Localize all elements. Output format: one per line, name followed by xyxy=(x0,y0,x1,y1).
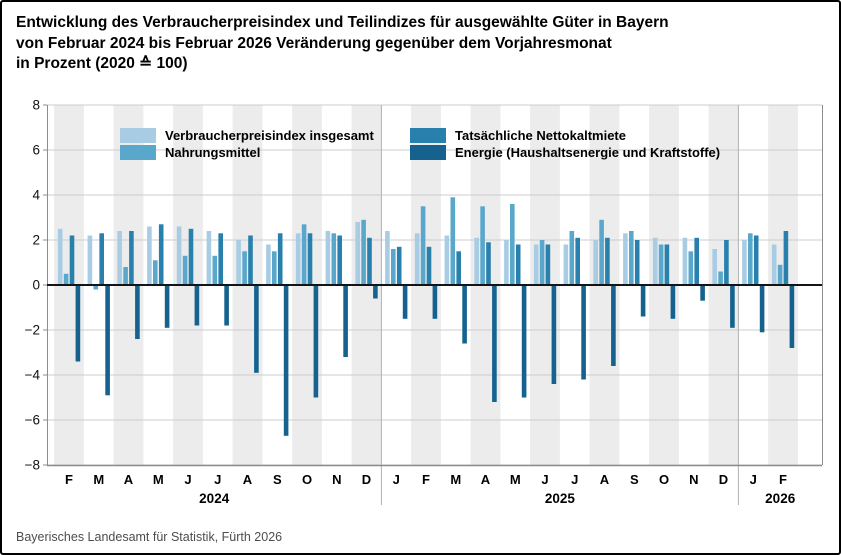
svg-text:J: J xyxy=(571,472,578,487)
svg-text:J: J xyxy=(750,472,757,487)
svg-text:M: M xyxy=(510,472,521,487)
svg-text:8: 8 xyxy=(32,98,40,113)
svg-text:D: D xyxy=(362,472,371,487)
footer-source: Bayerisches Landesamt für Statistik, Für… xyxy=(16,530,283,544)
svg-text:−6: −6 xyxy=(25,413,40,428)
svg-text:4: 4 xyxy=(32,188,40,203)
svg-text:M: M xyxy=(450,472,461,487)
legend-swatch-vpi xyxy=(120,128,156,143)
chart-title: Entwicklung des Verbraucherpreisindex un… xyxy=(16,13,669,75)
svg-text:2026: 2026 xyxy=(765,491,796,506)
legend-item-energie: Energie (Haushaltsenergie und Kraftstoff… xyxy=(410,145,720,160)
svg-text:2: 2 xyxy=(32,233,40,248)
svg-text:J: J xyxy=(541,472,548,487)
svg-text:M: M xyxy=(93,472,104,487)
svg-text:J: J xyxy=(214,472,221,487)
svg-text:A: A xyxy=(600,472,610,487)
chart-title-line-3: in Prozent (2020 ≙ 100) xyxy=(16,55,188,72)
legend-swatch-nettokaltmiete xyxy=(410,128,446,143)
svg-text:F: F xyxy=(65,472,73,487)
svg-text:O: O xyxy=(302,472,312,487)
svg-text:2025: 2025 xyxy=(545,491,576,506)
svg-text:S: S xyxy=(630,472,639,487)
svg-text:−2: −2 xyxy=(25,323,40,338)
svg-text:F: F xyxy=(779,472,787,487)
svg-text:S: S xyxy=(273,472,282,487)
svg-text:A: A xyxy=(124,472,134,487)
svg-text:−8: −8 xyxy=(25,458,40,473)
svg-text:F: F xyxy=(422,472,430,487)
legend-item-vpi: Verbraucherpreisindex insgesamt xyxy=(120,128,374,143)
svg-text:N: N xyxy=(332,472,341,487)
legend-item-nahrungsmittel: Nahrungsmittel xyxy=(120,145,260,160)
svg-text:6: 6 xyxy=(32,143,40,158)
chart-title-line-2: von Februar 2024 bis Februar 2026 Veränd… xyxy=(16,34,612,52)
svg-text:N: N xyxy=(689,472,698,487)
svg-text:J: J xyxy=(393,472,400,487)
legend-label-nahrungsmittel: Nahrungsmittel xyxy=(165,145,261,160)
svg-text:A: A xyxy=(481,472,491,487)
legend-swatch-nahrungsmittel xyxy=(120,145,156,160)
chart-title-line-1: Entwicklung des Verbraucherpreisindex un… xyxy=(16,14,669,31)
svg-text:A: A xyxy=(243,472,253,487)
svg-text:M: M xyxy=(153,472,164,487)
svg-text:O: O xyxy=(659,472,669,487)
svg-text:J: J xyxy=(184,472,191,487)
legend-item-nettokaltmiete: Tatsächliche Nettokaltmiete xyxy=(410,128,626,143)
svg-text:0: 0 xyxy=(32,278,40,293)
svg-text:D: D xyxy=(719,472,728,487)
svg-text:−4: −4 xyxy=(25,368,41,383)
svg-text:2024: 2024 xyxy=(199,491,230,506)
legend-label-nettokaltmiete: Tatsächliche Nettokaltmiete xyxy=(455,128,626,143)
legend-label-energie: Energie (Haushaltsenergie und Kraftstoff… xyxy=(455,145,721,160)
legend-swatch-energie xyxy=(410,145,446,160)
legend-label-vpi: Verbraucherpreisindex insgesamt xyxy=(165,128,374,143)
